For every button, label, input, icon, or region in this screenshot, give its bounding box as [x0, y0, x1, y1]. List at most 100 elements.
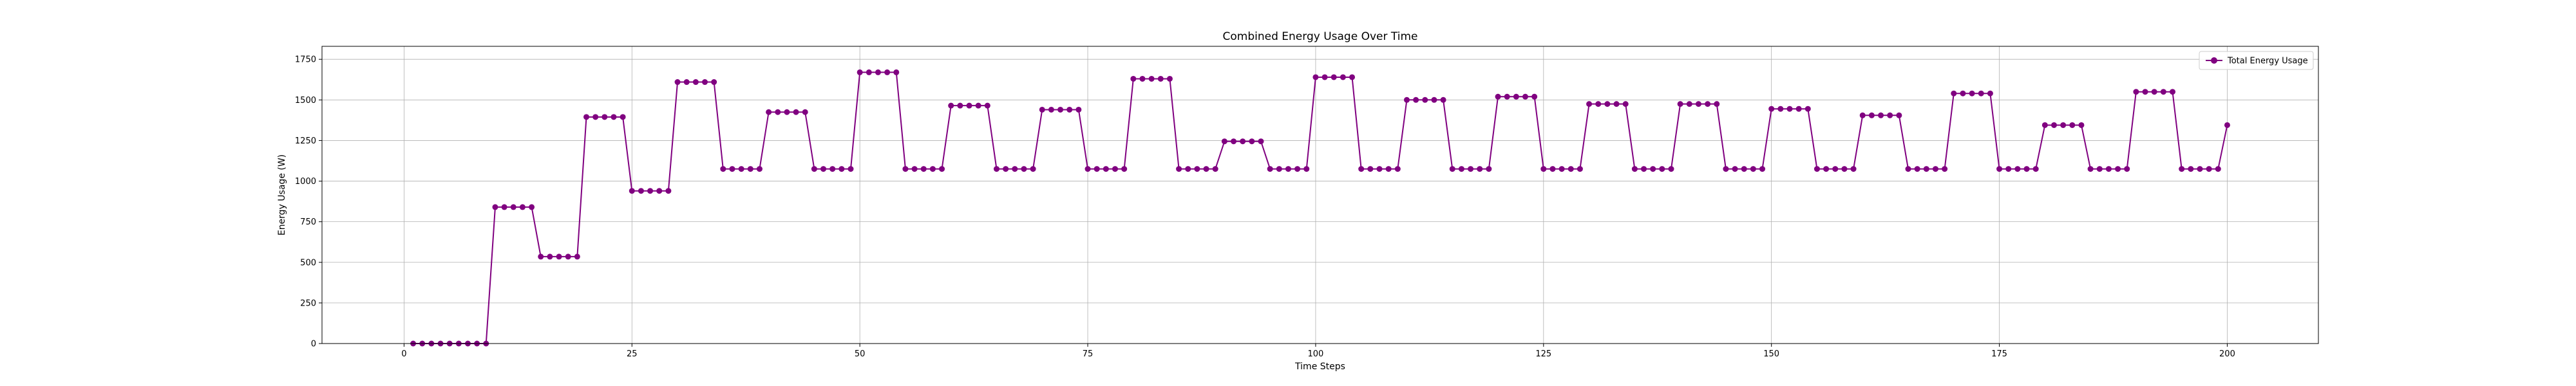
data-point	[2105, 166, 2112, 172]
data-point	[866, 69, 872, 75]
data-point	[1003, 166, 1009, 172]
data-point	[2096, 166, 2103, 172]
data-point	[1385, 166, 1392, 172]
x-tick-label: 75	[1083, 349, 1094, 359]
data-point	[1431, 96, 1437, 103]
data-point	[820, 166, 827, 172]
data-point	[1367, 166, 1374, 172]
data-point	[1294, 166, 1301, 172]
data-point	[1795, 106, 1802, 112]
data-point	[1613, 101, 1620, 107]
data-point	[1048, 106, 1054, 113]
data-point	[2160, 89, 2166, 95]
data-point	[1075, 106, 1082, 113]
y-tick-label: 1750	[295, 55, 316, 65]
data-point	[1130, 75, 1137, 82]
data-point	[565, 253, 571, 260]
x-tick-label: 150	[1763, 349, 1779, 359]
data-point	[1804, 106, 1811, 112]
data-point	[966, 102, 972, 109]
data-point	[1896, 112, 1902, 118]
data-point	[1650, 166, 1656, 172]
data-point	[629, 188, 635, 194]
data-point	[574, 253, 580, 260]
y-tick-label: 500	[300, 258, 316, 268]
data-point	[802, 109, 808, 115]
data-point	[1212, 166, 1218, 172]
data-point	[948, 102, 954, 109]
data-point	[1276, 166, 1282, 172]
data-point	[756, 166, 762, 172]
data-point	[1522, 93, 1528, 100]
data-point	[2215, 166, 2221, 172]
data-series	[410, 69, 2230, 347]
y-axis-label: Energy Usage (W)	[277, 154, 287, 235]
data-point	[2014, 166, 2021, 172]
data-point	[957, 102, 963, 109]
data-point	[911, 166, 918, 172]
data-point	[1094, 166, 1100, 172]
data-point	[1558, 166, 1565, 172]
data-point	[1841, 166, 1848, 172]
data-point	[1540, 166, 1547, 172]
data-point	[1951, 90, 1957, 96]
data-point	[766, 109, 772, 115]
data-point	[893, 69, 900, 75]
data-point	[1513, 93, 1519, 100]
data-point	[1413, 96, 1419, 103]
data-point	[547, 253, 553, 260]
y-tick-label: 1000	[295, 177, 316, 187]
legend-box	[2199, 51, 2314, 70]
data-point	[920, 166, 927, 172]
data-point	[975, 102, 981, 109]
data-point	[1148, 75, 1155, 82]
x-tick-label: 100	[1308, 349, 1324, 359]
data-point	[1942, 166, 1948, 172]
data-point	[1240, 138, 1246, 145]
data-point	[1066, 106, 1073, 113]
data-point	[1714, 101, 1720, 107]
axis-ticks: 0 25 50 75 100 125 150 175 200 0 250 500 750 1000 1250…	[295, 55, 2235, 359]
data-point	[1777, 106, 1784, 112]
x-tick-label: 175	[1991, 349, 2007, 359]
data-point	[620, 114, 626, 120]
data-point	[674, 79, 681, 86]
data-point	[592, 114, 599, 120]
data-point	[1905, 166, 1911, 172]
chart-legend: Total Energy Usage	[2199, 51, 2314, 70]
data-point	[1996, 166, 2003, 172]
data-point	[720, 166, 726, 172]
data-point	[2197, 166, 2203, 172]
data-point	[1504, 93, 1510, 100]
data-point	[738, 166, 744, 172]
data-point	[1932, 166, 1938, 172]
data-point	[1249, 138, 1255, 145]
data-point	[993, 166, 999, 172]
data-point	[2041, 122, 2048, 128]
data-point	[1960, 90, 1966, 96]
data-point	[647, 188, 654, 194]
data-point	[2224, 122, 2230, 128]
data-point	[611, 114, 617, 120]
data-point	[638, 188, 644, 194]
data-point	[1695, 101, 1701, 107]
data-point	[1468, 166, 1474, 172]
data-point	[1376, 166, 1383, 172]
y-tick-label: 750	[300, 217, 316, 227]
data-point	[2115, 166, 2121, 172]
data-point	[984, 102, 990, 109]
data-point	[2133, 89, 2139, 95]
data-point	[1750, 166, 1756, 172]
data-point	[1914, 166, 1920, 172]
data-point	[811, 166, 817, 172]
data-point	[1203, 166, 1209, 172]
data-point	[1112, 166, 1119, 172]
data-point	[857, 69, 863, 75]
data-point	[538, 253, 544, 260]
data-point	[1103, 166, 1109, 172]
data-point	[665, 188, 672, 194]
data-point	[601, 114, 608, 120]
data-point	[1394, 166, 1401, 172]
